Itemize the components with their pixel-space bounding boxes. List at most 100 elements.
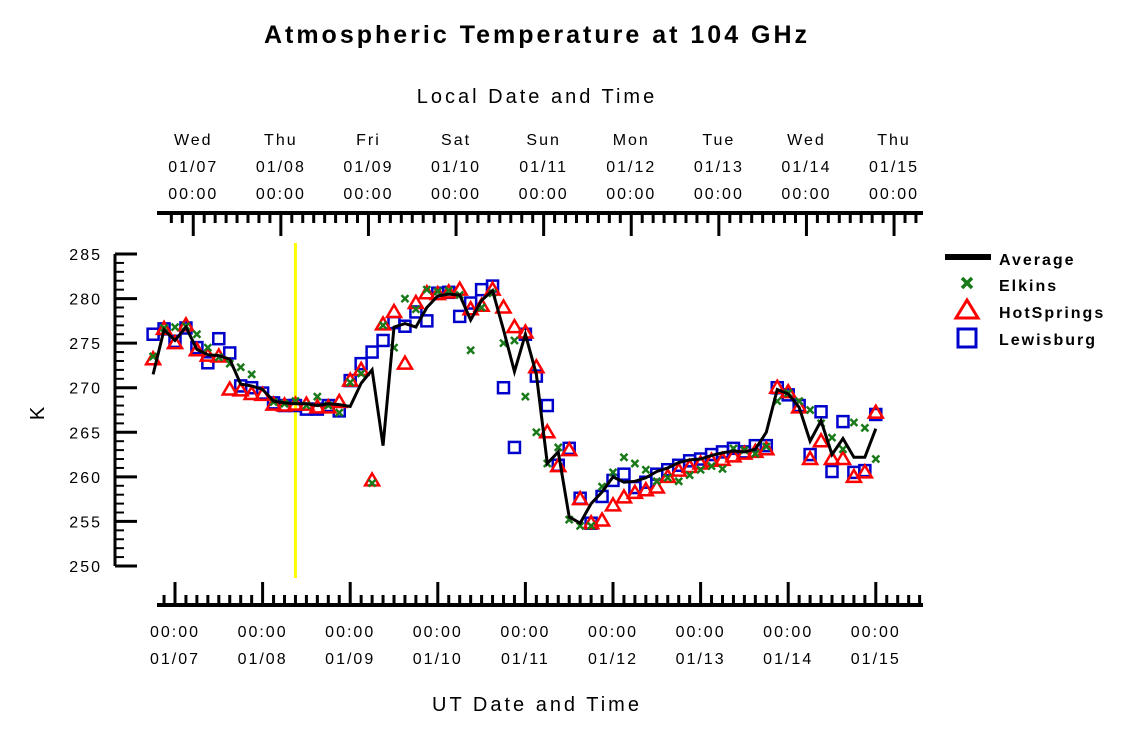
top-tick-day: Sun: [526, 132, 560, 149]
elkins-point: [433, 287, 443, 296]
lewisburg-point: [463, 296, 478, 310]
hotsprings-point: [636, 480, 656, 497]
elkins-point: [378, 320, 388, 330]
elkins-point: [236, 362, 246, 372]
hotsprings-point: [592, 511, 612, 527]
lewisburg-point: [814, 405, 828, 419]
elkins-point: [334, 408, 344, 418]
elkins-point: [761, 442, 771, 451]
hotsprings-point: [187, 340, 207, 357]
bottom-tick-date: 01/08: [238, 651, 288, 668]
bottom-tick-date: 01/10: [413, 651, 463, 668]
legend-swatch-lewisburg: [956, 327, 978, 349]
top-tick-day: Wed: [787, 132, 826, 149]
elkins-point: [553, 443, 563, 452]
elkins-point: [718, 464, 727, 474]
elkins-point: [641, 465, 651, 475]
hotsprings-point: [581, 513, 601, 530]
hotsprings-point: [505, 317, 524, 334]
elkins-point: [247, 369, 257, 379]
lewisburg-point: [836, 414, 850, 429]
lewisburg-point: [420, 314, 434, 328]
top-tick-date: 01/15: [869, 159, 919, 176]
elkins-point: [707, 461, 716, 471]
lewisburg-point: [617, 467, 631, 481]
lewisburg-point: [825, 464, 839, 479]
elkins-point: [685, 470, 695, 480]
hotsprings-point: [800, 449, 820, 466]
top-tick-day: Tue: [702, 132, 735, 149]
elkins-point: [849, 418, 859, 427]
elkins-point: [192, 329, 202, 339]
top-tick-day: Wed: [174, 132, 213, 149]
lewisburg-point: [212, 331, 226, 346]
bottom-tick-time: 00:00: [588, 624, 638, 641]
hotsprings-point: [439, 282, 458, 299]
lewisburg-point: [496, 380, 511, 395]
y-tick-label: 265: [69, 425, 102, 442]
bottom-tick-date: 01/15: [851, 651, 901, 668]
hotsprings-point: [330, 392, 349, 409]
hotsprings-point: [822, 449, 842, 466]
axes: 250 255 260 265 270 275 280 285 00:00 01/07 00:00 0…: [69, 132, 923, 668]
hotsprings-point: [625, 483, 645, 500]
elkins-point: [696, 465, 705, 475]
top-tick-date: 01/13: [694, 159, 744, 176]
bottom-tick-time: 00:00: [500, 624, 550, 641]
bottom-tick-time: 00:00: [150, 624, 200, 641]
top-tick-day: Sat: [441, 132, 471, 149]
legend-label-elkins: Elkins: [999, 278, 1058, 295]
hotsprings-point: [395, 354, 415, 370]
top-tick-date: 01/08: [256, 159, 306, 176]
hotsprings-point: [165, 333, 185, 350]
y-tick-label: 280: [69, 292, 102, 309]
top-tick-date: 01/11: [519, 159, 568, 176]
elkins-point: [521, 392, 530, 402]
top-tick-time: 00:00: [343, 186, 393, 203]
lewisburg-point: [354, 356, 368, 371]
hotsprings-point: [242, 384, 261, 401]
hotsprings-point: [231, 380, 250, 397]
hotsprings-point: [264, 395, 283, 411]
elkins-point: [356, 369, 366, 378]
top-tick-day: Thu: [877, 132, 911, 149]
bottom-axis-title: UT Date and Time: [432, 694, 642, 716]
top-tick-time: 00:00: [781, 186, 831, 203]
hotsprings-point: [855, 462, 875, 479]
plot-area: [143, 243, 885, 578]
elkins-point: [663, 473, 673, 483]
elkins-point: [838, 444, 848, 454]
elkins-point: [608, 468, 618, 477]
elkins-point: [203, 343, 213, 352]
elkins-point: [345, 377, 355, 387]
hotsprings-point: [724, 446, 743, 463]
top-tick-day: Mon: [613, 132, 650, 149]
hotsprings-point: [647, 478, 666, 494]
legend-label-average: Average: [999, 252, 1076, 269]
top-tick-time: 00:00: [431, 186, 481, 203]
hotsprings-point: [833, 449, 853, 466]
lewisburg-point: [365, 345, 379, 359]
legend-label-hotsprings: HotSprings: [999, 305, 1105, 322]
top-tick-date: 01/07: [168, 159, 218, 176]
hotsprings-point: [362, 470, 382, 487]
y-axis-title: K: [27, 404, 49, 420]
elkins-point: [652, 476, 662, 486]
lewisburg-point: [376, 333, 390, 348]
legend-swatch-elkins: [960, 276, 974, 290]
y-tick-label: 275: [69, 336, 102, 353]
bottom-tick-time: 00:00: [325, 624, 375, 641]
elkins-point: [630, 459, 640, 468]
bottom-tick-time: 00:00: [238, 624, 288, 641]
elkins-point: [619, 452, 629, 462]
elkins-point: [466, 345, 476, 355]
bottom-tick-time: 00:00: [676, 624, 726, 641]
elkins-point: [586, 521, 596, 531]
hotsprings-point: [450, 280, 469, 296]
bottom-tick-date: 01/14: [763, 651, 813, 668]
elkins-point: [805, 405, 815, 415]
legend-label-lewisburg: Lewisburg: [999, 332, 1097, 349]
elkins-point: [367, 478, 377, 488]
legend-swatch-hotsprings: [953, 297, 981, 320]
